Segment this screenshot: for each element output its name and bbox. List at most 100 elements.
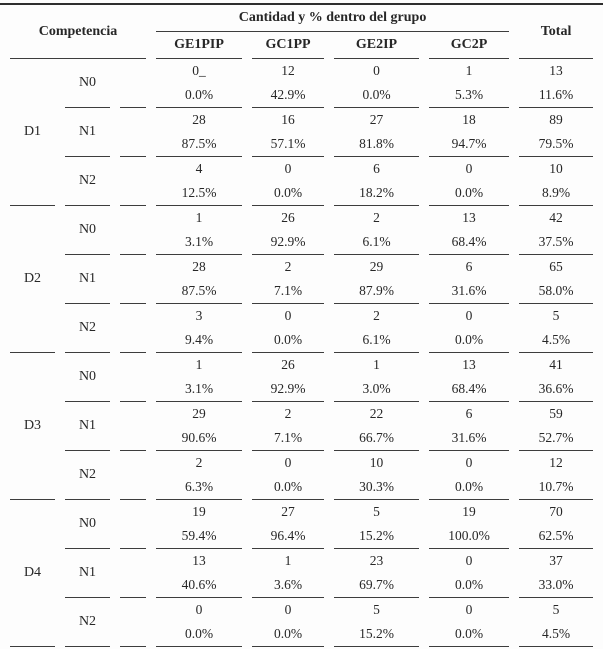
spacer-cell (120, 108, 146, 157)
cell-count: 4 (195, 161, 203, 176)
cell-percent: 4.5% (541, 626, 571, 641)
cell-count: 13 (192, 553, 206, 568)
cell-count: 70 (549, 504, 563, 519)
cell-percent: 92.9% (270, 234, 306, 249)
data-cell: 0 0.0% (429, 451, 510, 500)
cell-percent: 100.0% (448, 528, 490, 543)
cell-count: 13 (462, 210, 476, 225)
cell-count: 0_ (192, 63, 206, 78)
cell-count: 26 (281, 357, 295, 372)
cell-percent: 0.0% (273, 626, 303, 641)
data-cell: 29 87.9% (334, 255, 419, 304)
cell-count: 6 (373, 161, 380, 176)
cell-count: 42 (549, 210, 563, 225)
cell-percent: 69.7% (359, 577, 394, 592)
data-cell: 1 3.1% (156, 353, 242, 402)
spacer-cell (120, 598, 146, 647)
data-cell: 26 92.9% (252, 353, 324, 402)
spacer-cell (120, 255, 146, 304)
data-cell: 13 68.4% (429, 353, 510, 402)
group-label-d4: D4 (10, 500, 55, 647)
cell-percent: 0.0% (362, 87, 391, 102)
cell-count: 0 (284, 455, 292, 470)
cell-percent: 66.7% (359, 430, 394, 445)
cell-count: 2 (373, 210, 380, 225)
cell-count: 5 (373, 504, 380, 519)
data-cell: 0 0.0% (156, 598, 242, 647)
cell-percent: 0.0% (454, 577, 484, 592)
data-cell: 0 0.0% (429, 598, 510, 647)
cell-count: 2 (195, 455, 203, 470)
data-cell: 0 0.0% (252, 157, 324, 206)
cell-percent: 4.5% (541, 332, 571, 347)
cell-percent: 87.5% (181, 283, 217, 298)
group-label-d1: D1 (10, 59, 55, 206)
data-cell: 18 94.7% (429, 108, 510, 157)
table-row-d4-n0: D4 N0 19 59.4% 27 96.4% 5 15.2% 19 100.0% 70 62.5% (10, 500, 594, 647)
cell-percent: 37.5% (538, 234, 574, 249)
cell-percent: 96.4% (270, 528, 306, 543)
level-label: N0 (65, 59, 110, 108)
total-cell: 10 8.9% (519, 157, 594, 206)
cell-percent: 52.7% (538, 430, 574, 445)
cell-percent: 87.9% (359, 283, 394, 298)
cell-percent: 0.0% (454, 332, 484, 347)
header-col-gc1pp: GC1PP (252, 32, 324, 59)
table-row-d1-n2: N2 4 12.5% 0 0.0% 6 18.2% 0 0.0% 10 8.9% (10, 157, 594, 206)
cell-percent: 3.0% (362, 381, 391, 396)
total-cell: 13 11.6% (519, 59, 594, 108)
data-cell: 27 81.8% (334, 108, 419, 157)
total-cell: 70 62.5% (519, 500, 594, 549)
data-cell: 5 15.2% (334, 598, 419, 647)
cell-count: 27 (281, 504, 295, 519)
cell-count: 23 (369, 553, 384, 568)
data-cell: 16 57.1% (252, 108, 324, 157)
cell-count: 2 (284, 406, 292, 421)
cell-percent: 92.9% (270, 381, 306, 396)
data-cell: 12 42.9% (252, 59, 324, 108)
cell-count: 22 (369, 406, 384, 421)
table-row-d4-n1: N1 13 40.6% 1 3.6% 23 69.7% 0 0.0% 37 33.0% (10, 549, 594, 598)
cell-percent: 33.0% (538, 577, 574, 592)
cell-count: 1 (465, 63, 473, 78)
data-cell: 0 0.0% (334, 59, 419, 108)
cell-percent: 31.6% (451, 283, 487, 298)
cell-percent: 15.2% (359, 626, 394, 641)
cell-percent: 30.3% (359, 479, 394, 494)
cell-percent: 79.5% (538, 136, 574, 151)
total-cell: 42 37.5% (519, 206, 594, 255)
level-label: N2 (65, 304, 110, 353)
data-cell: 28 87.5% (156, 255, 242, 304)
data-cell: 13 68.4% (429, 206, 510, 255)
cell-percent: 0.0% (273, 332, 303, 347)
cell-count: 6 (465, 259, 473, 274)
spacer-cell (120, 206, 146, 255)
total-cell: 89 79.5% (519, 108, 594, 157)
header-row-2: GE1PIP GC1PP GE2IP GC2P (10, 32, 593, 59)
cell-count: 0 (284, 308, 292, 323)
cell-count: 5 (552, 308, 560, 323)
cell-percent: 8.9% (541, 185, 571, 200)
cell-percent: 3.1% (184, 234, 214, 249)
cell-count: 29 (369, 259, 384, 274)
cell-count: 5 (552, 602, 560, 617)
data-cell: 2 6.1% (334, 304, 419, 353)
data-cell: 0_ 0.0% (156, 59, 242, 108)
cell-count: 2 (284, 259, 292, 274)
cell-count: 6 (465, 406, 473, 421)
data-cell: 2 7.1% (252, 255, 324, 304)
level-label: N2 (65, 451, 110, 500)
cell-percent: 62.5% (538, 528, 574, 543)
cell-count: 2 (373, 308, 380, 323)
data-cell: 6 31.6% (429, 402, 510, 451)
cell-percent: 6.3% (184, 479, 214, 494)
cell-percent: 7.1% (273, 430, 303, 445)
level-label: N1 (65, 549, 110, 598)
spacer-cell (120, 59, 146, 108)
cell-count: 89 (549, 112, 563, 127)
cell-count: 0 (465, 553, 473, 568)
total-cell: 59 52.7% (519, 402, 594, 451)
cell-count: 41 (549, 357, 563, 372)
cell-count: 27 (369, 112, 384, 127)
